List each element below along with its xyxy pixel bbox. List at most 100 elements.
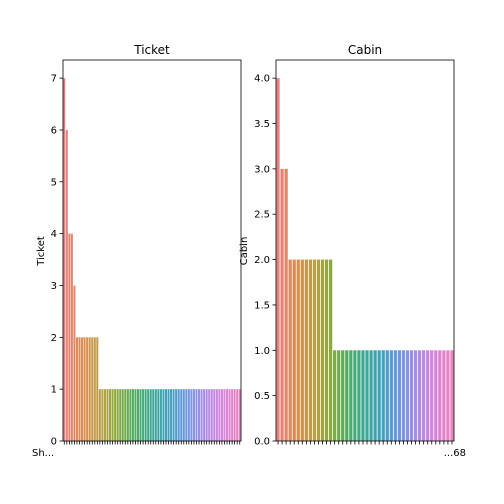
ticket-plot-frame xyxy=(62,59,242,442)
ticket-bar-17 xyxy=(106,389,109,441)
cabin-y-tick-label-4: 2.0 xyxy=(254,255,270,266)
cabin-bar-4 xyxy=(292,259,296,441)
ticket-bar-9 xyxy=(86,337,89,441)
ticket-y-axis: 0 1 2 3 4 5 6 7 xyxy=(51,74,63,448)
ticket-bar-32 xyxy=(144,389,147,441)
ticket-bar-55 xyxy=(203,389,206,441)
cabin-bar-9 xyxy=(312,259,317,441)
cabin-bar-38 xyxy=(430,350,434,441)
cabin-bar-42 xyxy=(446,350,450,441)
cabin-bar-21 xyxy=(361,350,365,441)
cabin-x-tick-labels: ...68 xyxy=(444,448,466,459)
cabin-y-axis-label: Cabin xyxy=(239,237,250,266)
cabin-subplot: Cabin Cabin 0.00.51.01.52.02.53.03.54.0 … xyxy=(239,43,466,459)
cabin-bar-30 xyxy=(397,350,402,441)
ticket-x-axis xyxy=(63,441,241,445)
ticket-bar-24 xyxy=(124,389,127,441)
ticket-bar-63 xyxy=(223,389,226,441)
ticket-y-tick-label-2: 2 xyxy=(51,333,57,344)
ticket-bar-6 xyxy=(78,337,81,441)
ticket-bar-7 xyxy=(81,337,84,441)
ticket-bar-68 xyxy=(236,389,239,441)
cabin-chart-title: Cabin xyxy=(348,43,382,57)
ticket-y-tick-label-3: 3 xyxy=(51,281,57,292)
ticket-bar-37 xyxy=(157,389,160,441)
cabin-bar-26 xyxy=(381,350,385,441)
ticket-bar-21 xyxy=(116,389,119,441)
ticket-bar-46 xyxy=(180,389,183,441)
ticket-bar-19 xyxy=(111,389,114,441)
cabin-bar-40 xyxy=(438,350,442,441)
cabin-bar-27 xyxy=(385,350,389,441)
ticket-bar-66 xyxy=(231,389,234,441)
ticket-chart-title: Ticket xyxy=(133,43,170,57)
ticket-bar-5 xyxy=(75,337,78,441)
cabin-bar-29 xyxy=(393,350,397,441)
ticket-bar-64 xyxy=(226,389,229,441)
cabin-bar-37 xyxy=(426,350,430,441)
ticket-subplot: Ticket Ticket 0 1 2 3 4 5 6 7 Sh... xyxy=(32,43,242,459)
cabin-y-tick-label-0: 0.0 xyxy=(254,437,270,448)
cabin-bar-34 xyxy=(413,350,418,441)
ticket-bar-54 xyxy=(200,389,203,441)
ticket-bar-27 xyxy=(131,389,134,441)
cabin-bar-22 xyxy=(365,350,369,441)
ticket-x-tick-labels: Sh... xyxy=(32,448,54,459)
ticket-bar-12 xyxy=(93,337,96,441)
cabin-bar-17 xyxy=(345,350,349,441)
cabin-bar-6 xyxy=(300,259,304,441)
ticket-bar-30 xyxy=(139,389,142,441)
ticket-bar-47 xyxy=(182,389,185,441)
ticket-bar-1 xyxy=(65,129,68,442)
ticket-bar-31 xyxy=(142,389,145,441)
cabin-x-axis xyxy=(277,441,453,445)
cabin-y-tick-label-8: 4.0 xyxy=(254,74,270,85)
cabin-bar-32 xyxy=(405,350,410,441)
ticket-bar-57 xyxy=(208,389,211,441)
cabin-bar-3 xyxy=(288,259,292,441)
ticket-bar-49 xyxy=(187,389,190,441)
ticket-bar-38 xyxy=(159,389,162,441)
cabin-bar-23 xyxy=(369,350,373,441)
cabin-bar-19 xyxy=(353,350,357,441)
ticket-bars xyxy=(63,78,241,442)
ticket-bar-28 xyxy=(134,389,137,441)
cabin-bar-24 xyxy=(373,350,377,441)
ticket-bar-36 xyxy=(154,389,157,441)
ticket-y-tick-label-7: 7 xyxy=(51,74,57,85)
ticket-bar-44 xyxy=(175,389,178,441)
ticket-bar-35 xyxy=(152,389,155,441)
ticket-y-tick-label-4: 4 xyxy=(51,229,57,240)
cabin-y-tick-label-7: 3.5 xyxy=(254,119,270,130)
cabin-bar-18 xyxy=(349,350,353,441)
cabin-bar-7 xyxy=(304,259,308,441)
ticket-bar-11 xyxy=(91,337,94,441)
cabin-y-tick-label-5: 2.5 xyxy=(254,210,270,221)
ticket-bar-33 xyxy=(147,389,150,441)
cabin-bar-12 xyxy=(324,259,329,441)
ticket-bar-18 xyxy=(109,389,112,441)
cabin-plot-frame xyxy=(275,59,455,442)
ticket-bar-16 xyxy=(103,389,106,441)
cabin-bar-11 xyxy=(320,259,325,441)
ticket-bar-67 xyxy=(233,389,236,441)
cabin-bar-16 xyxy=(341,350,345,441)
cabin-bar-0 xyxy=(276,78,280,441)
ticket-y-tick-label-5: 5 xyxy=(51,177,57,188)
ticket-bar-3 xyxy=(70,233,73,441)
ticket-bar-13 xyxy=(96,337,99,441)
ticket-bar-42 xyxy=(170,389,173,441)
ticket-bar-65 xyxy=(228,389,231,441)
ticket-bar-69 xyxy=(238,389,241,441)
cabin-bar-33 xyxy=(409,350,414,441)
ticket-bar-20 xyxy=(114,389,117,441)
ticket-bar-8 xyxy=(83,337,86,441)
cabin-bar-25 xyxy=(377,350,381,441)
ticket-y-axis-label: Ticket xyxy=(36,236,47,267)
cabin-y-axis: 0.0 0.5 1.0 1.5 2.0 2.5 3.0 3.5 4.0 xyxy=(254,74,276,448)
ticket-bar-56 xyxy=(205,389,208,441)
cabin-bar-39 xyxy=(434,350,438,441)
ticket-bar-4 xyxy=(73,285,76,441)
ticket-bar-26 xyxy=(129,389,132,441)
